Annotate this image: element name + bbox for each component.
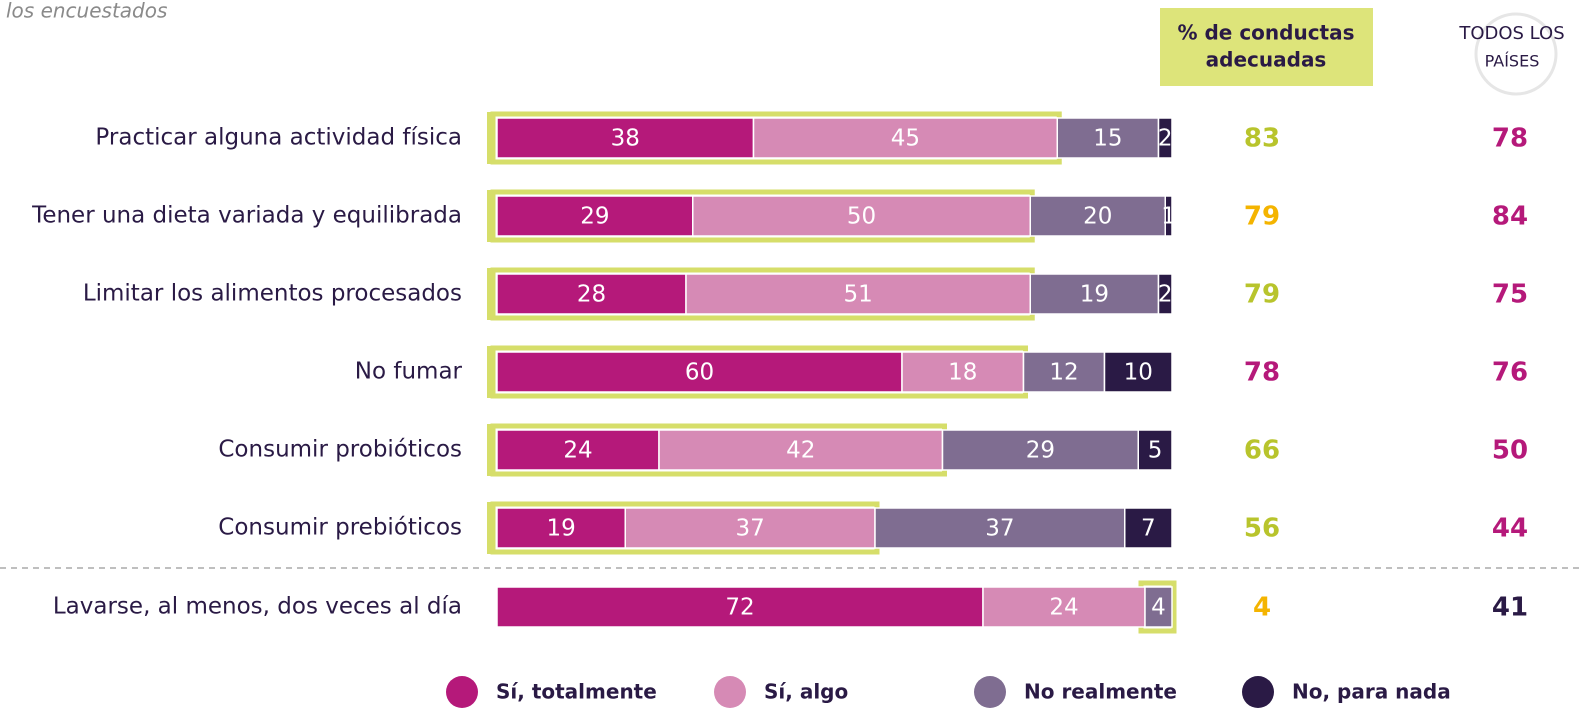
bar-segment bbox=[496, 273, 687, 315]
value-label: 4 bbox=[1151, 595, 1166, 621]
value-label: 50 bbox=[847, 204, 876, 230]
legend-label: No realmente bbox=[1024, 680, 1177, 704]
value-label: 5 bbox=[1148, 438, 1163, 464]
value-label: 19 bbox=[1080, 282, 1109, 308]
adequate-highlight-edge bbox=[487, 346, 495, 398]
adequate-value: 4 bbox=[1253, 593, 1271, 623]
bar-segment bbox=[1056, 117, 1160, 159]
legend-label: Sí, totalmente bbox=[496, 680, 657, 704]
value-label: 1 bbox=[1161, 204, 1176, 230]
category-label: Limitar los alimentos procesados bbox=[83, 281, 462, 307]
bar-segment bbox=[496, 351, 903, 393]
value-label: 12 bbox=[1049, 360, 1078, 386]
adequate-highlight-edge bbox=[487, 190, 495, 242]
bar-segment bbox=[496, 429, 660, 471]
value-label: 37 bbox=[985, 516, 1014, 542]
bar-segment bbox=[1124, 507, 1173, 549]
column-header: % de conductas bbox=[1177, 21, 1354, 45]
legend-label: Sí, algo bbox=[764, 680, 848, 704]
bar-segment bbox=[982, 586, 1146, 628]
all-countries-value: 75 bbox=[1492, 280, 1528, 310]
all-countries-value: 78 bbox=[1492, 124, 1528, 154]
column-header: TODOS LOS bbox=[1458, 23, 1564, 44]
bar-segment bbox=[624, 507, 876, 549]
value-label: 2 bbox=[1158, 282, 1173, 308]
category-label: Tener una dieta variada y equilibrada bbox=[31, 203, 462, 229]
value-label: 24 bbox=[1049, 595, 1078, 621]
bar-segment bbox=[692, 195, 1031, 237]
all-countries-value: 76 bbox=[1492, 358, 1528, 388]
category-label: Consumir prebióticos bbox=[218, 515, 462, 541]
adequate-value: 78 bbox=[1244, 358, 1280, 388]
bar-segment bbox=[658, 429, 944, 471]
category-label: Lavarse, al menos, dos veces al día bbox=[53, 594, 462, 620]
value-label: 72 bbox=[725, 595, 754, 621]
category-label: Practicar alguna actividad física bbox=[95, 125, 462, 151]
value-label: 24 bbox=[563, 438, 592, 464]
legend-marker bbox=[1242, 676, 1274, 708]
bar-segment bbox=[496, 195, 694, 237]
category-label: No fumar bbox=[355, 359, 463, 385]
column-header: PAÍSES bbox=[1485, 52, 1540, 71]
value-label: 2 bbox=[1158, 126, 1173, 152]
bar-segment bbox=[496, 507, 626, 549]
legend-marker bbox=[446, 676, 478, 708]
header-box bbox=[1160, 8, 1373, 86]
value-label: 20 bbox=[1083, 204, 1112, 230]
all-countries-value: 50 bbox=[1492, 436, 1528, 466]
category-label: Consumir probióticos bbox=[218, 437, 462, 463]
bar-segment bbox=[1157, 117, 1173, 159]
value-label: 51 bbox=[843, 282, 872, 308]
legend-marker bbox=[974, 676, 1006, 708]
value-label: 10 bbox=[1124, 360, 1153, 386]
legend-marker bbox=[714, 676, 746, 708]
adequate-highlight-edge bbox=[487, 502, 495, 554]
adequate-value: 66 bbox=[1244, 436, 1280, 466]
value-label: 29 bbox=[1026, 438, 1055, 464]
column-header: adecuadas bbox=[1206, 48, 1327, 72]
bar-segment bbox=[1029, 195, 1166, 237]
all-countries-value: 84 bbox=[1492, 202, 1528, 232]
value-label: 37 bbox=[735, 516, 764, 542]
value-label: 45 bbox=[891, 126, 920, 152]
adequate-highlight-edge bbox=[487, 268, 495, 320]
value-label: 28 bbox=[577, 282, 606, 308]
bar-segment bbox=[1103, 351, 1173, 393]
subtitle: los encuestados bbox=[6, 0, 167, 23]
bar-segment bbox=[1137, 429, 1173, 471]
adequate-value: 79 bbox=[1244, 202, 1280, 232]
bar-segment bbox=[496, 117, 755, 159]
bar-segment bbox=[1022, 351, 1106, 393]
bar-segment bbox=[1144, 586, 1173, 628]
value-label: 18 bbox=[948, 360, 977, 386]
bar-segment bbox=[1157, 273, 1173, 315]
globe-icon bbox=[1474, 12, 1558, 96]
adequate-value: 83 bbox=[1244, 124, 1280, 154]
value-label: 38 bbox=[611, 126, 640, 152]
adequate-value: 56 bbox=[1244, 514, 1280, 544]
bar-segment bbox=[874, 507, 1126, 549]
bar-segment bbox=[941, 429, 1139, 471]
value-label: 19 bbox=[546, 516, 575, 542]
adequate-value: 79 bbox=[1244, 280, 1280, 310]
value-label: 15 bbox=[1093, 126, 1122, 152]
bar-segment bbox=[1029, 273, 1160, 315]
value-label: 29 bbox=[580, 204, 609, 230]
bar-segment bbox=[496, 586, 984, 628]
all-countries-value: 44 bbox=[1492, 514, 1528, 544]
all-countries-value: 41 bbox=[1492, 593, 1528, 623]
value-label: 42 bbox=[786, 438, 815, 464]
bar-segment bbox=[1164, 195, 1173, 237]
value-label: 60 bbox=[685, 360, 714, 386]
legend-label: No, para nada bbox=[1292, 680, 1451, 704]
value-label: 7 bbox=[1141, 516, 1156, 542]
adequate-highlight-edge bbox=[487, 112, 495, 164]
adequate-highlight-edge bbox=[487, 424, 495, 476]
